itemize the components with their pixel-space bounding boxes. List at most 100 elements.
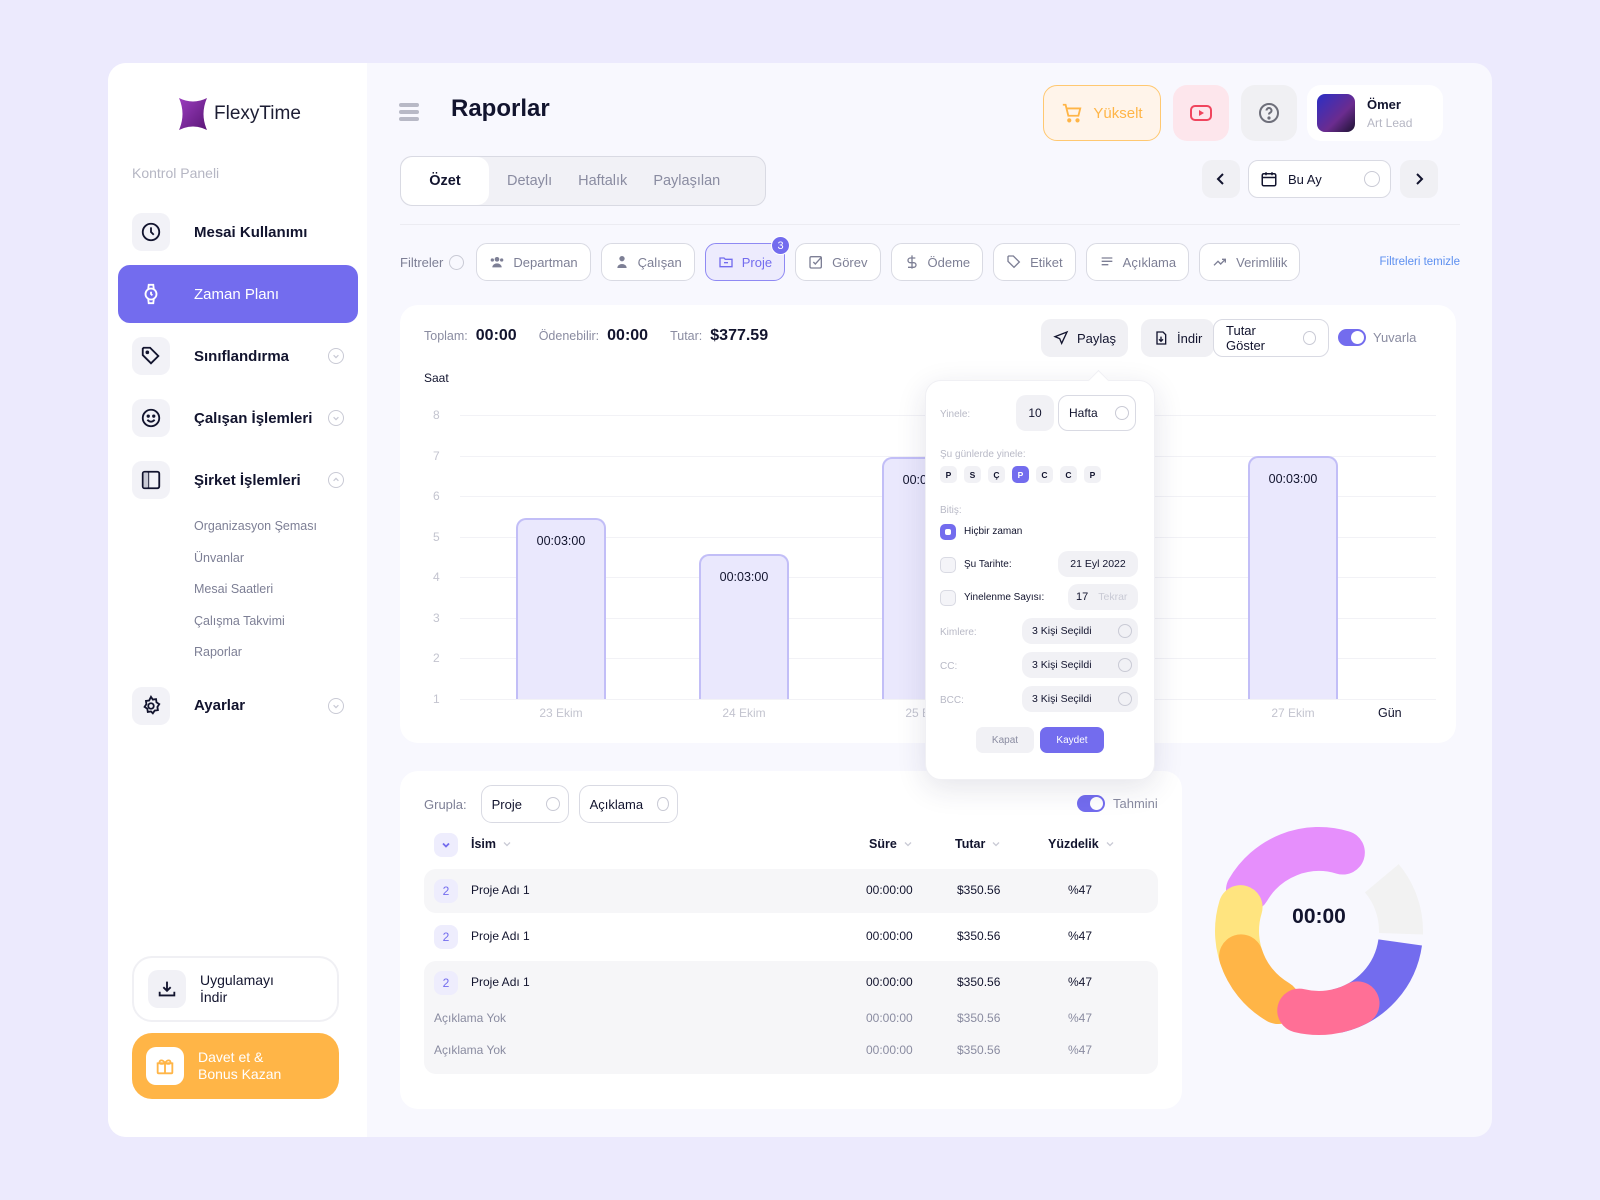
filter-chip-proje[interactable]: Proje 3 <box>704 236 791 281</box>
column-header-name[interactable]: İsim <box>471 837 512 851</box>
end-date-input[interactable]: 21 Eyl 2022 <box>1058 551 1138 577</box>
days-label: Şu günlerde yinele: <box>940 449 1026 460</box>
chevron-up-icon[interactable] <box>328 472 344 488</box>
y-axis-label: Saat <box>424 371 449 385</box>
tab-ozet[interactable]: Özet <box>401 157 489 205</box>
date-prev-button[interactable] <box>1202 160 1240 198</box>
day-toggle[interactable]: C <box>1036 466 1053 483</box>
help-button[interactable] <box>1241 85 1297 141</box>
date-next-button[interactable] <box>1400 160 1438 198</box>
day-toggle[interactable]: C <box>1060 466 1077 483</box>
filter-count-badge: 3 <box>771 236 791 255</box>
invite-bonus-button[interactable]: Davet et & Bonus Kazan <box>132 1033 339 1099</box>
share-button[interactable]: Paylaş <box>1041 319 1129 357</box>
close-button[interactable]: Kapat <box>976 727 1034 753</box>
repeat-count-input[interactable]: 10 <box>1016 395 1054 431</box>
amount-value: $377.59 <box>710 327 769 344</box>
save-button[interactable]: Kaydet <box>1040 727 1104 753</box>
filters-toggle[interactable]: Filtreler <box>400 254 465 270</box>
sidebar-item-calisan-islemleri[interactable]: Çalışan İşlemleri <box>118 389 358 447</box>
repeat-unit-select[interactable]: Hafta <box>1058 395 1136 431</box>
submenu-item-mesai-saatleri[interactable]: Mesai Saatleri <box>194 582 274 596</box>
download-button[interactable]: İndir <box>1141 319 1215 357</box>
day-toggle[interactable]: P <box>1012 466 1029 483</box>
tab-detayli[interactable]: Detaylı <box>507 173 553 189</box>
y-tick: 7 <box>433 449 440 463</box>
main-content: Raporlar Yükselt Ömer Art Lead Özet Deta… <box>367 63 1492 1137</box>
filter-chip-odeme[interactable]: Ödeme <box>890 243 984 281</box>
cart-icon <box>1063 103 1082 123</box>
day-toggle[interactable]: Ç <box>988 466 1005 483</box>
tab-paylasilan[interactable]: Paylaşılan <box>653 173 721 189</box>
filter-bar: Filtreler Departman Çalışan Proje 3 Göre… <box>400 236 1460 281</box>
day-toggle[interactable]: P <box>1084 466 1101 483</box>
hamburger-menu-icon[interactable] <box>399 103 419 121</box>
chevron-down-icon[interactable] <box>328 697 344 714</box>
y-tick: 8 <box>433 408 440 422</box>
filter-chip-etiket[interactable]: Etiket <box>993 243 1076 281</box>
table-row[interactable]: 2 Proje Adı 1 00:00:00 $350.56 %47 <box>424 869 1158 913</box>
table-row[interactable]: 2 Proje Adı 1 00:00:00 $350.56 %47 <box>424 915 1158 959</box>
filter-chip-gorev[interactable]: Görev <box>795 243 881 281</box>
upgrade-button[interactable]: Yükselt <box>1043 85 1161 141</box>
chart-bar[interactable]: 00:03:00 <box>1248 456 1338 699</box>
chevron-down-icon <box>1118 624 1132 638</box>
y-tick: 5 <box>433 530 440 544</box>
sidebar-item-siniflandirma[interactable]: Sınıflandırma <box>118 327 358 385</box>
sidebar-item-ayarlar[interactable]: Ayarlar <box>118 677 358 735</box>
show-amount-select[interactable]: Tutar Göster <box>1213 319 1329 357</box>
column-header-percent[interactable]: Yüzdelik <box>1048 837 1115 851</box>
download-app-button[interactable]: Uygulamayı İndir <box>132 956 339 1022</box>
brand-logo[interactable]: FlexyTime <box>178 97 301 131</box>
filter-chip-verimlilik[interactable]: Verimlilik <box>1199 243 1301 281</box>
sidebar-item-sirket-islemleri[interactable]: Şirket İşlemleri <box>118 451 358 509</box>
chart-bar[interactable]: 00:03:00 <box>699 554 789 699</box>
estimate-toggle-group: Tahmini <box>1077 795 1158 812</box>
gear-icon <box>132 686 170 725</box>
estimate-toggle[interactable] <box>1077 795 1105 812</box>
sort-icon <box>904 842 912 847</box>
share-schedule-popup: Yinele: 10 Hafta Şu günlerde yinele: P S… <box>925 380 1155 780</box>
bcc-select[interactable]: 3 Kişi Seçildi <box>1022 686 1138 712</box>
end-count-input[interactable]: 17 Tekrar <box>1068 584 1138 610</box>
date-range-select[interactable]: Bu Ay <box>1248 160 1391 198</box>
filter-chip-departman[interactable]: Departman <box>476 243 591 281</box>
round-toggle[interactable] <box>1338 329 1366 346</box>
table-row-expanded[interactable]: 2 Proje Adı 1 00:00:00 $350.56 %47 Açıkl… <box>424 961 1158 1074</box>
chevron-down-icon[interactable] <box>328 410 344 426</box>
x-axis-label: Gün <box>1378 706 1402 720</box>
clear-filters-link[interactable]: Filtreleri temizle <box>1379 256 1460 268</box>
youtube-button[interactable] <box>1173 85 1229 141</box>
group-by-select-2[interactable]: Açıklama <box>578 785 678 823</box>
chevron-down-icon[interactable] <box>328 348 344 364</box>
end-never-radio[interactable] <box>940 524 956 540</box>
sidebar-item-label: Çalışan İşlemleri <box>194 409 313 427</box>
user-profile[interactable]: Ömer Art Lead <box>1307 85 1443 141</box>
sidebar-item-mesai-kullanimi[interactable]: Mesai Kullanımı <box>118 203 358 261</box>
tab-haftalik[interactable]: Haftalık <box>578 173 628 189</box>
sidebar-item-label: Sınıflandırma <box>194 347 290 365</box>
end-on-date-label: Şu Tarihte: <box>964 559 1012 570</box>
submenu-item-calisma-takvimi[interactable]: Çalışma Takvimi <box>194 613 285 628</box>
expand-all-button[interactable] <box>434 833 458 857</box>
sidebar-section-label: Kontrol Paneli <box>132 165 220 181</box>
end-count-radio[interactable] <box>940 590 956 606</box>
sidebar: FlexyTime Kontrol Paneli Mesai Kullanımı… <box>108 63 367 1137</box>
gift-icon <box>146 1047 184 1085</box>
submenu-item-unvanlar[interactable]: Ünvanlar <box>194 550 245 565</box>
column-header-amount[interactable]: Tutar <box>955 837 1001 851</box>
to-select[interactable]: 3 Kişi Seçildi <box>1022 618 1138 644</box>
day-toggle[interactable]: S <box>964 466 981 483</box>
chart-bar[interactable]: 00:03:00 <box>516 518 606 699</box>
sidebar-item-zaman-plani[interactable]: Zaman Planı <box>118 265 358 323</box>
group-by-select-1[interactable]: Proje <box>480 785 569 823</box>
column-header-duration[interactable]: Süre <box>869 837 913 851</box>
submenu-item-raporlar[interactable]: Raporlar <box>194 645 242 659</box>
sidebar-item-label: Şirket İşlemleri <box>194 471 301 489</box>
submenu-item-organizasyon-semasi[interactable]: Organizasyon Şeması <box>194 519 317 533</box>
day-toggle[interactable]: P <box>940 466 957 483</box>
cc-select[interactable]: 3 Kişi Seçildi <box>1022 652 1138 678</box>
filter-chip-calisan[interactable]: Çalışan <box>600 243 695 281</box>
end-on-date-radio[interactable] <box>940 557 956 573</box>
filter-chip-aciklama[interactable]: Açıklama <box>1085 243 1190 281</box>
